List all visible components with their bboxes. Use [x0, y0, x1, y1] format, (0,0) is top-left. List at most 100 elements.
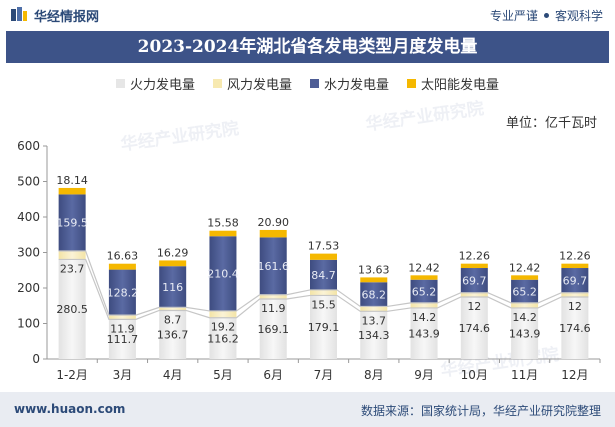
bar-segment-wind [58, 251, 86, 260]
data-label-solar: 13.63 [358, 263, 390, 276]
data-label-thermal: 134.3 [358, 329, 390, 342]
logo-icon [11, 7, 27, 21]
data-label-solar: 18.14 [56, 174, 88, 187]
bar-segment-thermal [511, 307, 539, 359]
bar-segment-solar [159, 260, 187, 267]
slogan-left: 专业严谨 [489, 9, 538, 23]
bar-segment-hydro [410, 279, 438, 303]
data-label-hydro: 210.4 [207, 268, 239, 281]
bar-segment-thermal [259, 298, 287, 359]
legend-label-hydro: 水力发电量 [324, 77, 390, 93]
logo[interactable]: 华经情报网 [10, 6, 100, 25]
data-label-thermal: 174.6 [559, 322, 591, 335]
data-label-solar: 12.26 [459, 250, 491, 263]
bar-segment-solar [360, 277, 388, 283]
bar-segment-solar [58, 187, 86, 195]
legend-item-wind[interactable]: 风力发电量 [212, 73, 292, 93]
data-label-hydro: 161.6 [257, 260, 289, 273]
data-label-solar: 15.58 [207, 217, 239, 230]
bar-segment-thermal [360, 311, 388, 359]
bar-segment-wind [159, 307, 187, 311]
top-bar: 华经情报网 专业严谨 客观科学 [0, 0, 615, 30]
logo-text: 华经情报网 [34, 9, 100, 25]
bar-segment-wind [209, 310, 237, 318]
data-label-thermal: 280.5 [56, 303, 88, 316]
x-tick-label: 3月 [113, 368, 133, 382]
data-label-hydro: 69.7 [563, 274, 588, 287]
x-tick-label: 10月 [461, 368, 488, 382]
data-label-hydro: 65.2 [512, 285, 537, 298]
data-label-hydro: 65.2 [412, 285, 437, 298]
x-tick-label: 8月 [364, 368, 384, 382]
data-label-thermal: 143.9 [408, 327, 440, 340]
legend: 火力发电量 风力发电量 水力发电量 太阳能发电量 [0, 73, 615, 93]
legend-swatch-solar [407, 78, 417, 88]
bar-segment-thermal [209, 317, 237, 359]
data-label-thermal: 111.7 [107, 333, 139, 346]
bar-segment-wind [511, 302, 539, 308]
footer-website[interactable]: www.huaon.com [14, 402, 126, 416]
data-label-hydro: 116 [162, 281, 183, 294]
y-tick-label: 300 [17, 246, 40, 260]
bar-segment-thermal [108, 319, 136, 359]
data-label-solar: 12.42 [408, 261, 440, 274]
bar-segment-solar [209, 230, 237, 237]
bar-segment-hydro [360, 282, 388, 307]
x-tick-label: 1-2月 [56, 368, 88, 382]
data-label-wind: 12 [467, 300, 481, 313]
legend-swatch-wind [212, 78, 222, 88]
data-label-solar: 16.63 [107, 250, 139, 263]
data-label-wind: 13.7 [362, 314, 387, 327]
bar-segment-solar [410, 275, 438, 280]
data-label-hydro: 84.7 [311, 269, 336, 282]
legend-swatch-hydro [310, 78, 319, 88]
title-bar: 2023-2024年湖北省各发电类型月度发电量 [6, 31, 609, 63]
bar-segment-solar [511, 275, 539, 280]
footer: www.huaon.com 数据来源：国家统计局，华经产业研究院整理 [0, 392, 615, 427]
data-label-thermal: 169.1 [257, 323, 289, 336]
bar-segment-thermal [58, 259, 86, 359]
data-label-wind: 14.2 [512, 311, 537, 324]
data-label-solar: 20.90 [257, 216, 289, 229]
bar-segment-thermal [159, 310, 187, 359]
y-tick-label: 0 [32, 352, 40, 366]
bar-segment-wind [108, 315, 136, 320]
x-tick-label: 4月 [163, 368, 183, 382]
connector-line-wind [58, 250, 589, 316]
data-label-wind: 15.5 [311, 298, 336, 311]
data-label-thermal: 116.2 [207, 332, 239, 345]
data-label-wind: 23.7 [60, 262, 85, 275]
legend-item-thermal[interactable]: 火力发电量 [115, 73, 195, 93]
bar-segment-thermal [410, 307, 438, 359]
bar-segment-wind [259, 294, 287, 299]
data-label-thermal: 143.9 [509, 327, 541, 340]
y-tick-label: 400 [17, 210, 40, 224]
y-tick-label: 600 [17, 139, 40, 153]
data-label-solar: 12.26 [559, 250, 591, 263]
data-label-hydro: 159.5 [56, 217, 88, 230]
bar-segment-hydro [209, 236, 237, 311]
data-label-wind: 8.7 [164, 313, 182, 326]
x-tick-label: 11月 [511, 368, 538, 382]
bar-segment-thermal [310, 295, 337, 359]
legend-swatch-thermal [115, 78, 125, 88]
bar-segment-hydro [561, 268, 589, 293]
bar-segment-solar [561, 263, 589, 269]
x-tick-label: 7月 [314, 368, 334, 382]
chart-canvas: 0 100 200 300 400 500 600 1-2月 3月 4月 5月 6月 7月 8月 9月 10月… [17, 139, 601, 382]
data-label-wind: 14.2 [412, 311, 437, 324]
bar-segment-wind [310, 289, 337, 296]
data-label-wind: 12 [568, 300, 582, 313]
legend-label-thermal: 火力发电量 [129, 77, 195, 93]
bar-segment-hydro [310, 259, 337, 290]
y-tick-label: 200 [17, 281, 40, 295]
data-label-solar: 17.53 [308, 240, 340, 253]
legend-label-solar: 太阳能发电量 [421, 77, 500, 93]
data-label-thermal: 136.7 [157, 329, 189, 342]
data-label-wind: 11.9 [261, 302, 286, 315]
legend-item-solar[interactable]: 太阳能发电量 [407, 73, 499, 93]
bar-segment-solar [108, 263, 136, 270]
legend-item-hydro[interactable]: 水力发电量 [310, 73, 389, 93]
data-label-hydro: 128.2 [107, 286, 139, 299]
bar-segment-hydro [108, 269, 136, 316]
